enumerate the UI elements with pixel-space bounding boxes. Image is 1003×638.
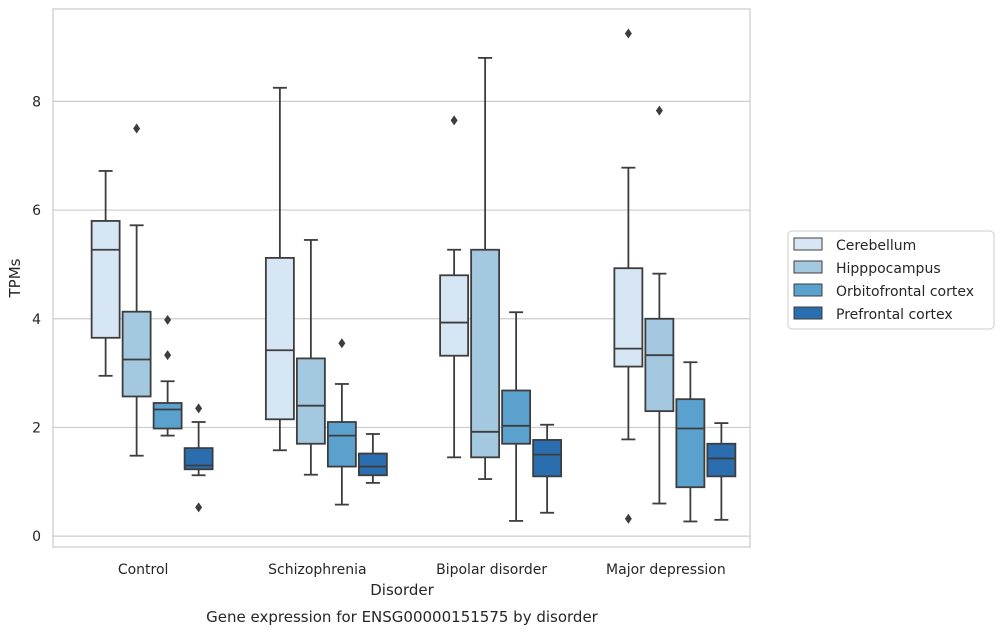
y-tick-label: 2 <box>32 420 41 436</box>
chart-caption: Gene expression for ENSG00000151575 by d… <box>206 608 599 626</box>
outlier-point <box>338 338 346 349</box>
y-tick-label: 6 <box>32 203 41 219</box>
legend-label: Hipppocampus <box>836 261 941 277</box>
box-hipppocampus <box>121 123 152 457</box>
box-hipppocampus <box>295 239 326 476</box>
x-tick-label: Bipolar disorder <box>436 562 547 578</box>
outlier-point <box>195 403 203 414</box>
outlier-point <box>624 513 632 524</box>
box-iqr <box>613 267 644 368</box>
y-tick-label: 0 <box>32 529 41 545</box>
box-iqr <box>644 317 675 413</box>
box-iqr <box>675 398 706 489</box>
legend-label: Orbitofrontal cortex <box>836 284 974 300</box>
legend: Cerebellum Hipppocampus Orbitofrontal cort… <box>787 230 995 330</box>
axes: 0 2 4 6 8 Control Schizophrenia Bipolar disorde… <box>32 94 726 578</box>
box-iqr <box>706 442 737 478</box>
box-prefrontal-cortex <box>357 433 388 484</box>
x-tick-label: Control <box>118 562 169 578</box>
box-orbitofrontal-cortex <box>501 311 532 522</box>
box-orbitofrontal-cortex <box>152 314 183 437</box>
box-iqr <box>183 447 214 471</box>
box-orbitofrontal-cortex <box>326 338 357 506</box>
box-cerebellum <box>90 170 121 377</box>
box-hipppocampus <box>644 105 675 505</box>
legend-label: Cerebellum <box>836 238 916 254</box>
outlier-point <box>450 115 458 126</box>
legend-swatch <box>793 260 823 274</box>
outlier-point <box>195 502 203 513</box>
y-tick-label: 8 <box>32 94 41 110</box>
legend-label: Prefrontal cortex <box>836 307 953 323</box>
x-tick-label: Major depression <box>606 562 726 578</box>
box-iqr <box>470 248 501 459</box>
x-axis-label: Disorder <box>370 581 434 599</box>
plot-frame <box>52 8 751 548</box>
box-iqr <box>152 402 183 430</box>
box-iqr <box>326 421 357 468</box>
box-cerebellum <box>264 86 295 452</box>
box-cerebellum <box>613 28 644 524</box>
outlier-point <box>624 28 632 39</box>
box-iqr <box>121 310 152 398</box>
box-iqr <box>295 357 326 445</box>
box-iqr <box>90 220 121 339</box>
box-cerebellum <box>439 115 470 459</box>
legend-frame <box>787 230 995 330</box>
box-hipppocampus <box>470 57 501 480</box>
outlier-point <box>655 105 663 116</box>
legend-swatch <box>793 283 823 297</box>
boxes <box>90 28 737 524</box>
outlier-point <box>133 123 141 134</box>
box-iqr <box>439 274 470 357</box>
y-axis-label: TPMs <box>6 258 24 298</box>
outlier-point <box>164 350 172 361</box>
y-tick-label: 4 <box>32 312 41 328</box>
legend-swatch <box>793 237 823 251</box>
legend-swatch <box>793 306 823 320</box>
box-prefrontal-cortex <box>183 403 214 513</box>
box-orbitofrontal-cortex <box>675 361 706 523</box>
box-iqr <box>357 452 388 477</box>
x-tick-label: Schizophrenia <box>268 562 366 578</box>
box-prefrontal-cortex <box>532 423 563 514</box>
box-iqr <box>264 256 295 421</box>
box-iqr <box>532 439 563 478</box>
box-prefrontal-cortex <box>706 422 737 521</box>
outlier-point <box>164 314 172 325</box>
box-iqr <box>501 389 532 445</box>
